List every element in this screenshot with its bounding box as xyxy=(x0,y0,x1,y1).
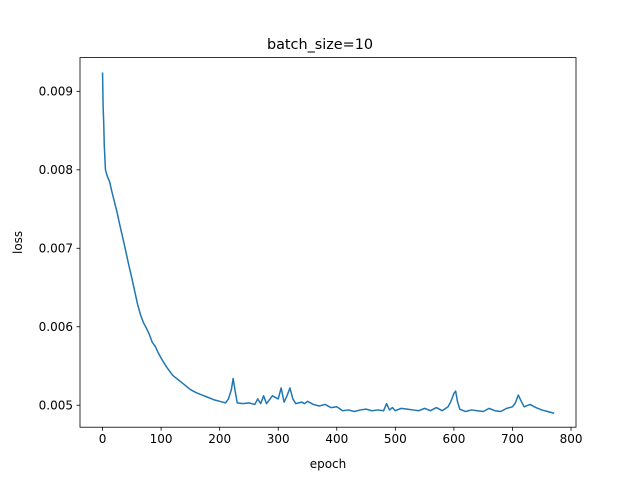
chart-title: batch_size=10 xyxy=(267,37,373,53)
y-axis: 0.005 0.006 0.007 0.008 0.009 xyxy=(39,85,80,413)
y-tick-label: 0.005 xyxy=(39,399,73,413)
y-axis-label: loss xyxy=(11,231,25,254)
loss-series-line xyxy=(101,72,555,414)
x-tick-label: 300 xyxy=(267,432,290,446)
x-axis-label: epoch xyxy=(310,457,347,471)
plot-area xyxy=(101,72,555,414)
x-tick-label: 200 xyxy=(208,432,231,446)
x-tick-label: 400 xyxy=(325,432,348,446)
y-tick-label: 0.006 xyxy=(39,320,73,334)
y-tick-label: 0.009 xyxy=(39,85,73,99)
x-tick-label: 600 xyxy=(442,432,465,446)
x-tick-label: 800 xyxy=(560,432,583,446)
x-tick-label: 100 xyxy=(150,432,173,446)
x-tick-label: 500 xyxy=(384,432,407,446)
x-axis: 0 100 200 300 400 500 600 700 800 xyxy=(99,427,583,446)
axes-frame xyxy=(79,57,577,428)
x-tick-label: 0 xyxy=(99,432,107,446)
y-tick-label: 0.008 xyxy=(39,163,73,177)
x-tick-label: 700 xyxy=(501,432,524,446)
y-tick-label: 0.007 xyxy=(39,242,73,256)
